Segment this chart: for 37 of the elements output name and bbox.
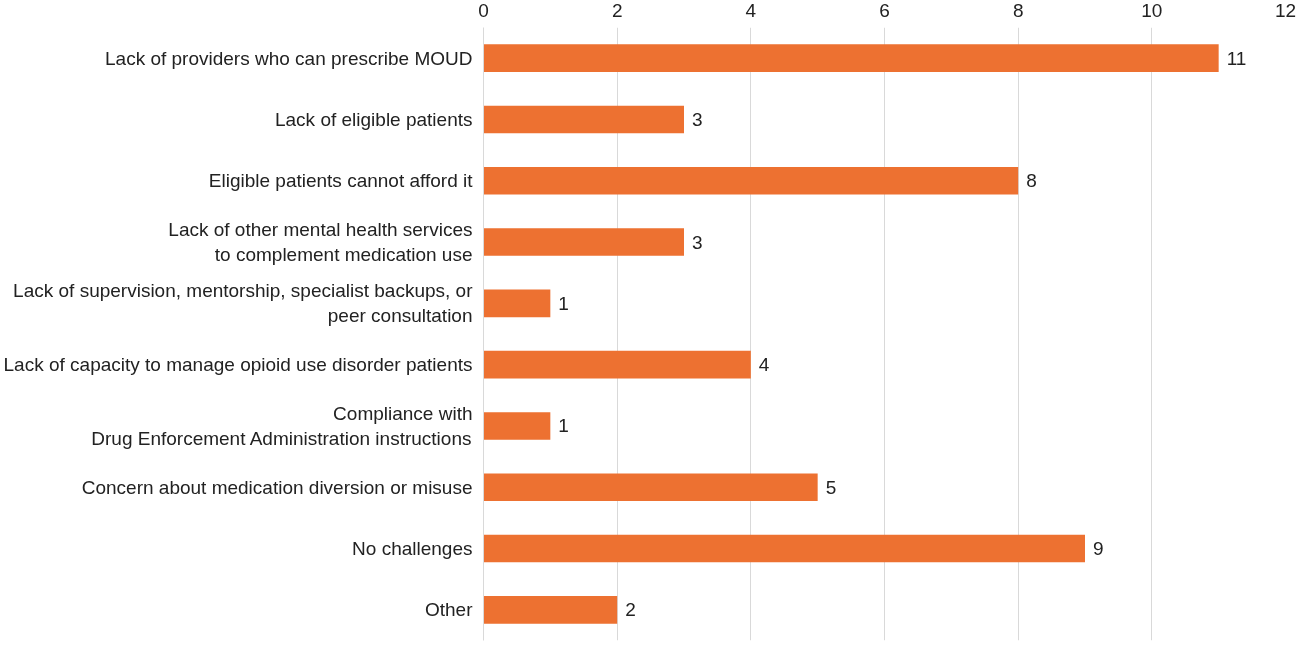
data-label: 2 bbox=[625, 599, 636, 621]
bar bbox=[483, 289, 551, 318]
data-label: 1 bbox=[558, 292, 569, 314]
y-tick-label: No challenges bbox=[352, 538, 473, 560]
bar bbox=[483, 412, 551, 440]
bar bbox=[483, 105, 684, 134]
x-tick-label: 4 bbox=[745, 0, 757, 21]
x-tick-label: 6 bbox=[879, 0, 890, 21]
x-tick-label: 2 bbox=[611, 0, 623, 21]
data-label: 5 bbox=[825, 476, 837, 498]
bar bbox=[483, 473, 818, 502]
y-tick-label: Lack of other mental health services to complement medication use bbox=[168, 218, 473, 266]
data-label: 8 bbox=[1026, 170, 1037, 192]
data-label: 3 bbox=[692, 108, 703, 130]
data-label: 3 bbox=[692, 231, 703, 253]
x-tick-label: 12 bbox=[1274, 0, 1297, 21]
data-label: 1 bbox=[558, 415, 569, 437]
y-tick-label: Eligible patients cannot afford it bbox=[208, 170, 474, 192]
y-tick-label: Lack of supervision, mentorship, specialist backups, or peer consultation bbox=[13, 280, 474, 327]
bar bbox=[483, 350, 751, 379]
y-tick-label: Concern about medication diversion or misuse bbox=[81, 476, 473, 498]
bar bbox=[483, 596, 618, 624]
x-tick-label: 0 bbox=[478, 0, 489, 21]
y-tick-label: Other bbox=[424, 599, 474, 621]
y-tick-label: Lack of capacity to manage opioid use disorder patients bbox=[3, 354, 473, 376]
x-tick-label: 8 bbox=[1012, 0, 1024, 21]
data-label: 9 bbox=[1093, 538, 1104, 560]
bar bbox=[483, 166, 1019, 195]
y-tick-label: Compliance with Drug Enforcement Administration instructions bbox=[91, 402, 473, 450]
x-tick-label: 10 bbox=[1141, 0, 1163, 21]
data-label: 11 bbox=[1226, 47, 1247, 69]
data-label: 4 bbox=[758, 354, 770, 376]
bar bbox=[483, 44, 1219, 72]
y-tick-label: Lack of providers who can prescribe MOUD bbox=[105, 47, 473, 69]
bar bbox=[483, 228, 684, 256]
bar bbox=[483, 534, 1085, 563]
y-tick-label: Lack of eligible patients bbox=[274, 108, 473, 130]
